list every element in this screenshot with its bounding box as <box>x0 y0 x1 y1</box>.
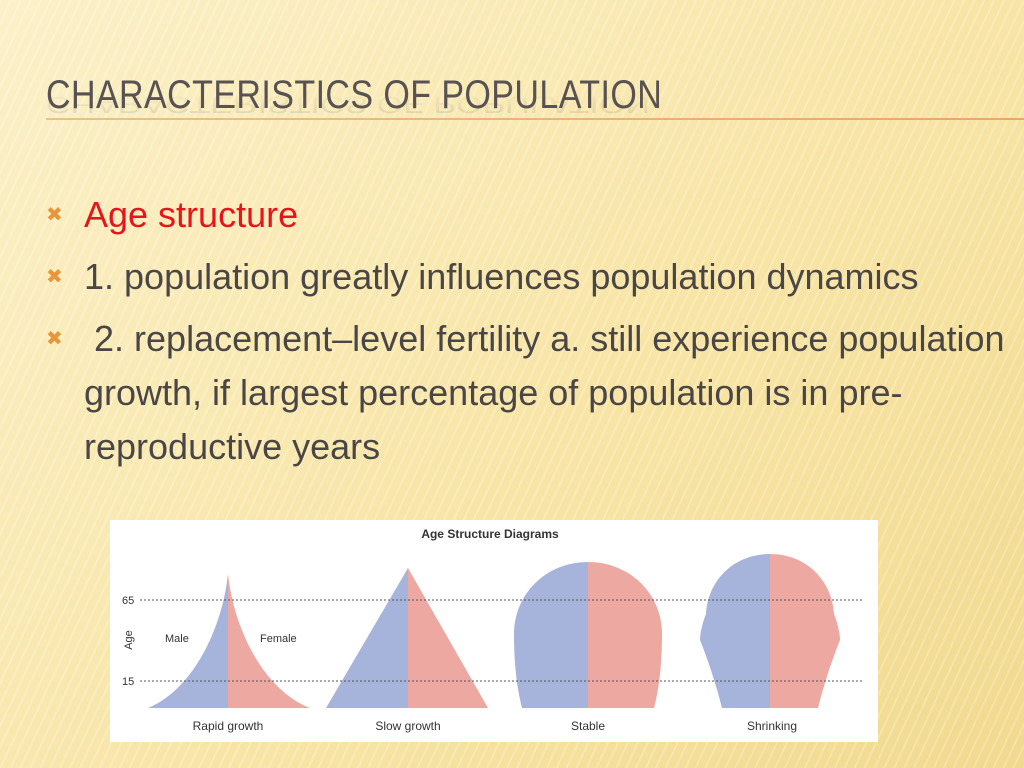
y-axis-label: Age <box>123 630 135 650</box>
bullet-item: ✖ Age structure <box>46 188 1006 242</box>
panel-label-shrinking: Shrinking <box>747 719 797 733</box>
tick-15: 15 <box>122 676 134 688</box>
slide-title-reflection: CHARACTERISTICS OF POPULATION <box>46 91 650 118</box>
x-mark-icon: ✖ <box>46 266 63 288</box>
diagram-title: Age Structure Diagrams <box>421 527 559 541</box>
title-area: CHARACTERISTICS OF POPULATION CHARACTERI… <box>46 72 1024 118</box>
stable-female-shape <box>588 562 662 708</box>
shrinking-male-shape <box>700 554 770 708</box>
bullet-text: 2. replacement–level fertility a. still … <box>84 318 1015 467</box>
age-structure-svg: Age Structure Diagrams 65 15 Age Male Fe… <box>122 527 862 733</box>
bullet-item: ✖ 2. replacement–level fertility a. stil… <box>46 312 1006 474</box>
rapid-growth-male-shape <box>148 574 228 708</box>
slow-growth-female-shape <box>408 568 488 708</box>
slow-growth-male-shape <box>326 568 408 708</box>
age-structure-diagram: Age Structure Diagrams 65 15 Age Male Fe… <box>110 520 878 742</box>
male-label: Male <box>165 633 189 645</box>
x-mark-icon: ✖ <box>46 204 63 226</box>
panel-label-slow-growth: Slow growth <box>375 719 440 733</box>
bullet-item: ✖ 1. population greatly influences popul… <box>46 250 1006 304</box>
bullet-list: ✖ Age structure ✖ 1. population greatly … <box>46 188 1006 474</box>
x-mark-icon: ✖ <box>46 328 63 350</box>
tick-65: 65 <box>122 595 134 607</box>
panel-label-stable: Stable <box>571 719 605 733</box>
title-underline <box>46 118 1024 120</box>
shrinking-female-shape <box>770 554 840 708</box>
bullet-text: 1. population greatly influences populat… <box>84 256 919 297</box>
bullet-text: Age structure <box>84 194 299 235</box>
panel-label-rapid-growth: Rapid growth <box>193 719 264 733</box>
female-label: Female <box>260 633 297 645</box>
slide-title: CHARACTERISTICS OF POPULATION <box>46 73 663 117</box>
stable-male-shape <box>514 562 588 708</box>
rapid-growth-female-shape <box>228 574 310 708</box>
